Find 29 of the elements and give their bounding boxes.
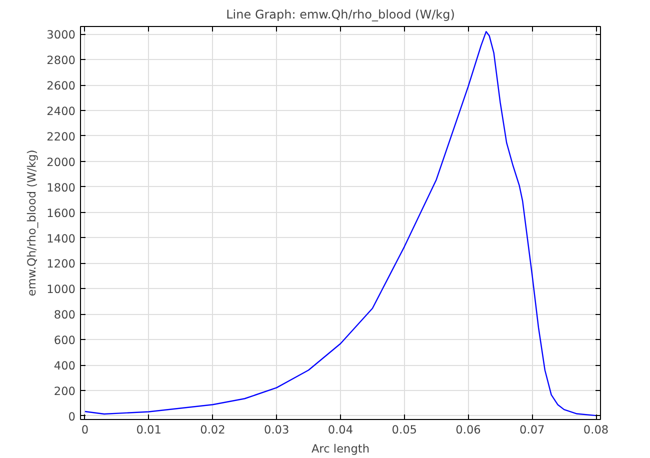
x-tick-label: 0.02 — [200, 422, 226, 436]
y-tick-label: 2600 — [46, 78, 76, 93]
y-tick-label: 1800 — [46, 180, 76, 194]
y-tick-label: 0 — [68, 409, 76, 424]
y-tick-label: 1400 — [46, 231, 76, 246]
y-tick-label: 400 — [54, 358, 76, 373]
y-tick-label: 1200 — [46, 256, 76, 271]
x-tick-label: 0.08 — [583, 422, 609, 436]
y-tick-label: 600 — [54, 333, 76, 348]
y-tick-label: 1600 — [46, 206, 76, 220]
x-tick-label: 0.06 — [456, 422, 481, 436]
line-series — [84, 30, 597, 416]
x-tick-label: 0.07 — [520, 422, 545, 436]
y-tick-label: 2200 — [46, 129, 76, 144]
y-tick-label: 2000 — [46, 154, 76, 169]
chart-title: Line Graph: emw.Qh/rho_blood (W/kg) — [226, 8, 455, 22]
y-tick-label: 800 — [54, 308, 76, 322]
y-tick-label: 2400 — [46, 104, 76, 118]
y-axis-title: emw.Qh/rho_blood (W/kg) — [24, 150, 39, 296]
y-tick-label: 3000 — [46, 28, 76, 42]
y-tick-label: 200 — [54, 384, 76, 398]
x-tick-label: 0.03 — [264, 422, 290, 436]
y-tick-label: 2800 — [46, 53, 76, 68]
x-axis-title: Arc length — [311, 442, 370, 456]
y-tick-label: 1000 — [46, 282, 76, 296]
x-tick-label: 0.05 — [392, 422, 418, 436]
x-tick-label: 0 — [81, 422, 89, 436]
x-tick-label: 0.01 — [136, 422, 162, 436]
x-tick-label: 0.04 — [328, 422, 354, 436]
